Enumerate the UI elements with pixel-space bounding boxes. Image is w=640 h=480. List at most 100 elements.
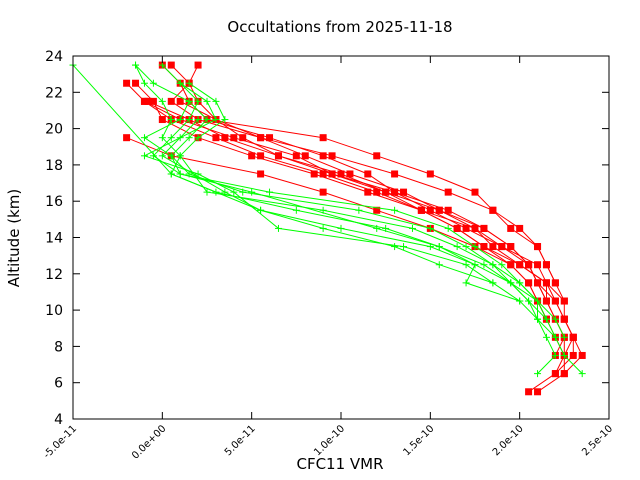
data-point bbox=[391, 170, 399, 178]
data-point bbox=[328, 152, 336, 160]
data-point bbox=[221, 188, 229, 196]
data-point bbox=[534, 370, 542, 378]
data-point bbox=[319, 152, 327, 160]
data-point bbox=[489, 206, 497, 214]
data-point bbox=[149, 152, 157, 160]
data-point bbox=[319, 188, 327, 196]
data-point bbox=[176, 152, 184, 160]
y-tick-label: 20 bbox=[45, 122, 63, 138]
data-point bbox=[578, 370, 586, 378]
data-point bbox=[194, 116, 202, 124]
data-point bbox=[266, 188, 274, 196]
data-point bbox=[167, 134, 175, 142]
data-point bbox=[230, 188, 238, 196]
data-point bbox=[551, 279, 559, 287]
data-point bbox=[551, 333, 559, 341]
data-point bbox=[480, 261, 488, 269]
data-point bbox=[542, 333, 550, 341]
data-point bbox=[132, 61, 140, 69]
data-point bbox=[239, 134, 247, 142]
chart-title: Occultations from 2025-11-18 bbox=[227, 18, 452, 36]
data-point bbox=[212, 97, 220, 105]
data-point bbox=[525, 261, 533, 269]
data-point bbox=[435, 243, 443, 251]
data-point bbox=[185, 116, 193, 124]
data-point bbox=[507, 279, 515, 287]
y-tick-label: 6 bbox=[54, 376, 63, 392]
data-point bbox=[542, 315, 550, 323]
data-point bbox=[444, 224, 452, 232]
data-point bbox=[257, 134, 265, 142]
data-point bbox=[257, 206, 265, 214]
data-point bbox=[534, 315, 542, 323]
data-point bbox=[516, 297, 524, 305]
data-point bbox=[516, 261, 524, 269]
data-point bbox=[551, 351, 559, 359]
data-point bbox=[274, 152, 282, 160]
data-point bbox=[167, 61, 175, 69]
data-point bbox=[167, 152, 175, 160]
data-point bbox=[480, 243, 488, 251]
data-point bbox=[140, 97, 148, 105]
data-point bbox=[516, 224, 524, 232]
series-green-7 bbox=[140, 97, 524, 305]
data-point bbox=[176, 116, 184, 124]
y-tick-label: 24 bbox=[45, 49, 63, 65]
data-point bbox=[534, 388, 542, 396]
y-axis: 4 6 8 10 12 14 16 18 20 22 24 bbox=[45, 49, 609, 428]
data-point bbox=[525, 297, 533, 305]
data-point bbox=[123, 79, 131, 87]
data-point bbox=[426, 170, 434, 178]
data-point bbox=[212, 116, 220, 124]
data-point bbox=[400, 243, 408, 251]
y-tick-label: 12 bbox=[45, 267, 63, 283]
data-point bbox=[355, 206, 363, 214]
data-point bbox=[167, 116, 175, 124]
data-point bbox=[426, 224, 434, 232]
series-line bbox=[161, 119, 494, 284]
data-point bbox=[462, 224, 470, 232]
data-point bbox=[292, 206, 300, 214]
data-point bbox=[176, 97, 184, 105]
data-point bbox=[560, 370, 568, 378]
data-point bbox=[391, 206, 399, 214]
data-point bbox=[489, 279, 497, 287]
data-point bbox=[185, 79, 193, 87]
series-line bbox=[72, 64, 583, 374]
data-point bbox=[319, 134, 327, 142]
data-point bbox=[507, 261, 515, 269]
data-point bbox=[337, 170, 345, 178]
series-green-8 bbox=[158, 116, 497, 287]
data-point bbox=[373, 188, 381, 196]
data-point bbox=[551, 297, 559, 305]
y-tick-label: 4 bbox=[54, 412, 63, 428]
data-point bbox=[480, 224, 488, 232]
data-point bbox=[158, 97, 166, 105]
data-point bbox=[176, 170, 184, 178]
data-point bbox=[337, 224, 345, 232]
data-point bbox=[400, 188, 408, 196]
data-point bbox=[471, 188, 479, 196]
data-point bbox=[221, 134, 229, 142]
data-point bbox=[542, 261, 550, 269]
data-point bbox=[373, 152, 381, 160]
data-point bbox=[382, 188, 390, 196]
data-point bbox=[257, 152, 265, 160]
data-point bbox=[140, 79, 148, 87]
data-point bbox=[221, 116, 229, 124]
data-point bbox=[248, 188, 256, 196]
data-point bbox=[507, 243, 515, 251]
data-point bbox=[364, 188, 372, 196]
y-tick-label: 10 bbox=[45, 303, 63, 319]
data-point bbox=[230, 134, 238, 142]
data-point bbox=[408, 224, 416, 232]
data-point bbox=[132, 79, 140, 87]
y-tick-label: 18 bbox=[45, 158, 63, 174]
data-point bbox=[435, 261, 443, 269]
data-point bbox=[194, 97, 202, 105]
x-axis-label: CFC11 VMR bbox=[296, 455, 383, 473]
data-point bbox=[203, 188, 211, 196]
data-point bbox=[301, 152, 309, 160]
